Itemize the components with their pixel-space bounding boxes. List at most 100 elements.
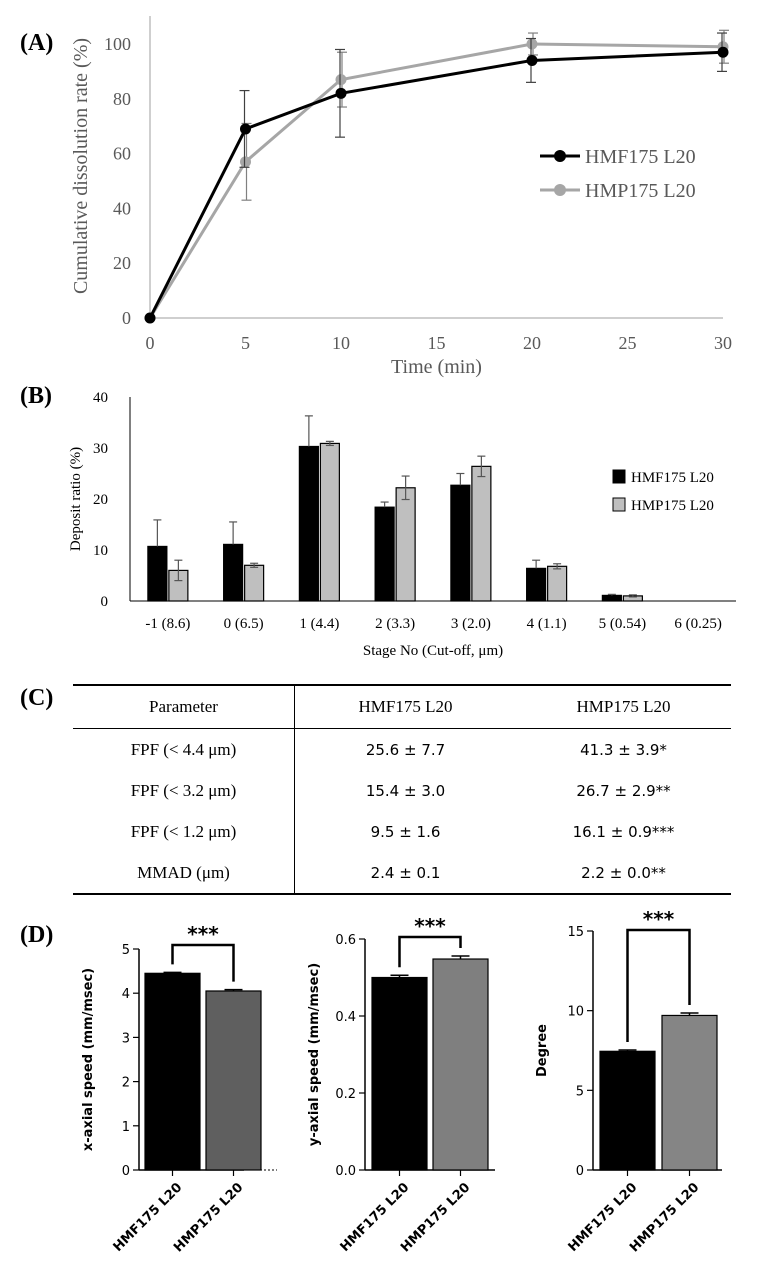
y-tick-label: 4 <box>122 987 130 1002</box>
y-tick-label: 5 <box>122 943 130 958</box>
legend-label: HMF175 L20 <box>585 146 696 168</box>
significance-bracket <box>626 928 691 1043</box>
x-tick-label: -1 (8.6) <box>145 616 190 632</box>
y-axis-title: y-axial speed (mm/msec) <box>307 963 322 1146</box>
y-tick-label: 1 <box>122 1120 130 1135</box>
x-tick-label: 2 (3.3) <box>375 616 415 632</box>
parameter-table: Parameter HMF175 L20 HMP175 L20 FPF (< 4… <box>73 684 731 895</box>
cell-param: FPF (< 4.4 μm) <box>73 728 295 770</box>
value-hmp: 16.1 ± 0.9 <box>572 822 652 841</box>
y-tick-label: 0.6 <box>335 933 356 948</box>
legend-marker <box>554 184 566 196</box>
y-tick-label: 0.4 <box>335 1010 356 1025</box>
y-tick-label: 5 <box>576 1084 584 1099</box>
table-header-row: Parameter HMF175 L20 HMP175 L20 <box>73 684 731 729</box>
bar <box>144 972 201 1171</box>
bar <box>471 465 492 602</box>
y-tick-label: 15 <box>567 925 584 940</box>
panel-label-b: (B) <box>20 383 52 409</box>
data-point <box>526 54 538 66</box>
y-tick-label: 10 <box>567 1005 584 1020</box>
parameter-table-container: Parameter HMF175 L20 HMP175 L20 FPF (< 4… <box>73 684 731 895</box>
bar <box>450 484 471 602</box>
bar <box>395 487 416 602</box>
y-tick-label: 40 <box>113 198 131 218</box>
x-tick-label: 6 (0.25) <box>674 616 722 632</box>
y-tick-label: 0 <box>576 1164 584 1179</box>
cell-hmf: 9.5 ± 1.6 <box>370 822 441 841</box>
bar <box>319 442 340 602</box>
y-axis-title: Degree <box>535 1024 550 1077</box>
y-axis-title: Cumulative dissolution rate (%) <box>70 38 92 294</box>
sig-marker: * <box>659 740 667 759</box>
data-point <box>335 87 347 99</box>
panel-label-a: (A) <box>20 30 54 56</box>
legend-label: HMF175 L20 <box>631 470 714 486</box>
x-tick-label: 0 <box>146 333 155 353</box>
y-tick-label: 0 <box>122 308 131 328</box>
bar <box>205 990 262 1171</box>
data-point <box>240 156 251 168</box>
x-tick-label: 10 <box>332 333 350 353</box>
value-hmp: 2.2 ± 0.0 <box>581 863 651 882</box>
y-tick-label: 0 <box>101 594 109 610</box>
data-point <box>240 123 251 135</box>
y-tick-label: 60 <box>113 144 131 164</box>
x-tick-label: 5 (0.54) <box>599 616 647 632</box>
bar <box>601 594 622 602</box>
y-tick-label: 20 <box>113 253 131 273</box>
significance-bracket <box>171 943 235 982</box>
legend-swatch <box>612 497 626 512</box>
significance-label: *** <box>187 922 219 946</box>
x-tick-label: 4 (1.1) <box>527 616 567 632</box>
x-axis-title: Time (min) <box>391 356 482 378</box>
bar <box>374 506 395 602</box>
panel-label-d: (D) <box>20 922 54 948</box>
y-tick-label: 0.0 <box>335 1164 356 1179</box>
table-row: MMAD (μm) 2.4 ± 0.1 2.2 ± 0.0** <box>73 852 731 895</box>
data-point <box>144 312 156 324</box>
header-hmf: HMF175 L20 <box>294 684 516 729</box>
data-point <box>717 46 729 58</box>
y-tick-label: 100 <box>104 34 131 54</box>
y-tick-label: 40 <box>93 390 108 406</box>
y-tick-label: 3 <box>122 1031 130 1046</box>
value-hmp: 41.3 ± 3.9 <box>580 740 660 759</box>
header-parameter: Parameter <box>73 684 295 729</box>
cell-hmf: 15.4 ± 3.0 <box>365 781 446 800</box>
sig-marker: ** <box>650 863 666 882</box>
data-point <box>526 38 538 50</box>
cell-param: FPF (< 1.2 μm) <box>73 811 295 852</box>
table-row: FPF (< 4.4 μm) 25.6 ± 7.7 41.3 ± 3.9* <box>73 728 731 771</box>
x-axis-title: Stage No (Cut-off, μm) <box>363 643 503 659</box>
cell-hmp: 41.3 ± 3.9* <box>516 729 731 771</box>
bar <box>371 976 428 1171</box>
y-tick-label: 20 <box>93 492 108 508</box>
dissolution-line-chart: 0 20 40 60 80 100 0 5 10 15 20 25 30 Time (min) Cumula… <box>70 16 732 378</box>
cell-hmp: 26.7 ± 2.9** <box>516 770 731 811</box>
table-row: FPF (< 1.2 μm) 9.5 ± 1.6 16.1 ± 0.9*** <box>73 811 731 852</box>
x-tick-label: 25 <box>619 333 637 353</box>
cell-param: MMAD (μm) <box>73 852 295 895</box>
y-tick-label: 2 <box>122 1076 130 1091</box>
x-tick-label: 5 <box>241 333 250 353</box>
y-axis-title: x-axial speed (mm/msec) <box>81 968 96 1151</box>
deposit-bar-chart: 0 10 20 30 40 -1 (8.6) 0 (6.5) 1 (4.4) 2 (3.3) 3 … <box>68 390 736 659</box>
x-tick-label: 15 <box>428 333 446 353</box>
significance-label: *** <box>643 907 675 931</box>
bar <box>547 565 568 602</box>
x-tick-label: 30 <box>714 333 732 353</box>
cell-param: FPF (< 3.2 μm) <box>73 770 295 811</box>
x-tick-label: 3 (2.0) <box>451 616 491 632</box>
bar <box>298 445 319 602</box>
sig-marker: *** <box>651 822 675 841</box>
legend-marker <box>554 150 566 162</box>
table-row: FPF (< 3.2 μm) 15.4 ± 3.0 26.7 ± 2.9** <box>73 770 731 811</box>
data-point <box>335 74 347 86</box>
legend-label: HMP175 L20 <box>585 180 696 202</box>
cell-hmf: 25.6 ± 7.7 <box>365 740 446 759</box>
bar <box>147 545 168 602</box>
